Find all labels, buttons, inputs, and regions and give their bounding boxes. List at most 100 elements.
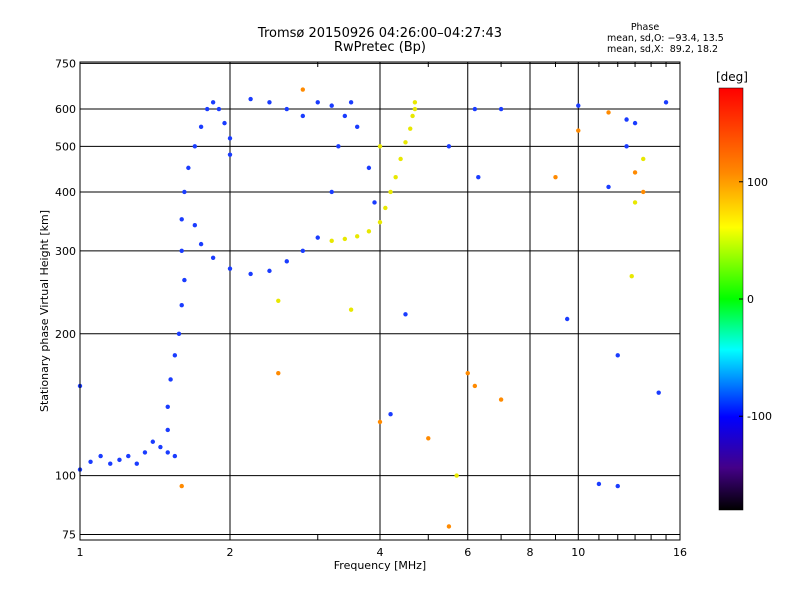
data-point — [377, 220, 383, 225]
data-point — [632, 120, 638, 126]
data-point — [348, 307, 354, 312]
data-point — [179, 302, 184, 308]
chart-subtitle: RwPretec (Bp) — [333, 40, 427, 55]
data-point — [576, 103, 581, 108]
data-point — [134, 461, 139, 466]
data-point — [403, 312, 408, 317]
data-point — [276, 298, 281, 303]
data-point — [372, 200, 377, 205]
data-point — [476, 174, 481, 180]
data-point — [348, 100, 354, 105]
data-point — [412, 100, 418, 105]
y-tick-label: 600 — [55, 103, 76, 116]
data-point — [165, 427, 170, 433]
data-point — [564, 316, 570, 322]
data-point — [629, 274, 634, 279]
data-point — [377, 419, 383, 425]
data-point — [641, 156, 646, 162]
data-point — [179, 248, 184, 254]
data-point — [553, 174, 558, 180]
x-axis-label: Frequency [MHz] — [334, 559, 426, 572]
data-point — [329, 238, 334, 244]
data-point — [186, 165, 191, 171]
colorbar-tick-label: 0 — [747, 293, 754, 306]
data-point — [412, 106, 418, 112]
data-point — [641, 189, 646, 195]
y-tick-label: 100 — [55, 470, 76, 483]
data-point — [227, 266, 233, 271]
data-point — [656, 390, 661, 395]
phase-stats-x-mode: mean, sd,X: 89.2, 18.2 — [607, 44, 719, 55]
y-axis-label: Stationary phase Virtual Height [km] — [38, 210, 51, 412]
data-point — [300, 248, 306, 254]
phase-stats-o-mode: mean, sd,O: −93.4, 13.5 — [607, 33, 724, 44]
data-point — [472, 106, 478, 112]
x-tick-label: 2 — [227, 546, 234, 559]
data-point — [192, 223, 198, 228]
plot-frame — [79, 61, 681, 541]
data-point — [176, 331, 182, 336]
x-tick-label: 8 — [527, 546, 534, 559]
data-point — [329, 103, 334, 108]
data-point — [179, 217, 184, 222]
data-point — [172, 453, 178, 459]
data-point — [204, 106, 210, 112]
data-point — [267, 100, 272, 105]
data-point — [158, 444, 163, 450]
data-point — [117, 457, 122, 463]
data-point — [403, 140, 408, 145]
data-point — [615, 353, 620, 358]
data-point — [248, 96, 253, 102]
data-point — [393, 174, 398, 180]
data-point — [198, 124, 204, 130]
data-point — [300, 87, 306, 92]
x-tick-label: 10 — [571, 546, 585, 559]
x-axis-ticks: 1 2 4 6 8 10 16 — [77, 62, 687, 559]
data-point — [624, 117, 629, 122]
y-tick-label: 75 — [62, 528, 76, 541]
data-point — [150, 439, 156, 444]
data-point — [632, 170, 638, 175]
data-point — [377, 144, 383, 149]
data-point — [216, 106, 222, 112]
y-tick-label: 200 — [55, 328, 76, 341]
data-point — [354, 234, 360, 239]
data-point — [300, 113, 306, 119]
data-point — [329, 189, 334, 195]
y-tick-label: 750 — [55, 57, 76, 70]
data-point — [663, 100, 669, 105]
phase-stats-heading: Phase — [630, 22, 660, 33]
data-point — [182, 277, 187, 283]
data-point — [388, 189, 393, 195]
data-point — [210, 255, 216, 260]
data-point — [315, 235, 320, 240]
data-point — [284, 106, 289, 112]
data-point — [426, 436, 431, 441]
data-point — [165, 404, 170, 409]
data-point — [606, 184, 611, 190]
data-point — [336, 144, 341, 149]
data-point — [182, 189, 187, 195]
data-point — [354, 124, 360, 130]
data-point — [388, 412, 393, 417]
data-point — [606, 110, 611, 115]
data-point — [366, 165, 372, 171]
data-point — [446, 144, 452, 149]
data-point — [624, 144, 629, 149]
data-point — [615, 483, 620, 489]
data-point — [168, 377, 173, 382]
data-point — [142, 450, 148, 455]
chart-title: Tromsø 20150926 04:26:00–04:27:43 — [257, 26, 503, 41]
data-point — [227, 136, 233, 141]
y-axis-ticks: 75 100 200 300 400 500 600 750 — [55, 57, 76, 541]
x-tick-label: 1 — [77, 546, 84, 559]
x-tick-label: 16 — [673, 546, 687, 559]
data-point — [222, 120, 227, 126]
data-point — [342, 113, 348, 119]
data-point — [398, 156, 403, 162]
colorbar-ticks: 100 0 -100 — [739, 176, 772, 423]
data-point — [88, 459, 93, 464]
data-point — [227, 152, 233, 157]
data-point — [454, 473, 459, 478]
